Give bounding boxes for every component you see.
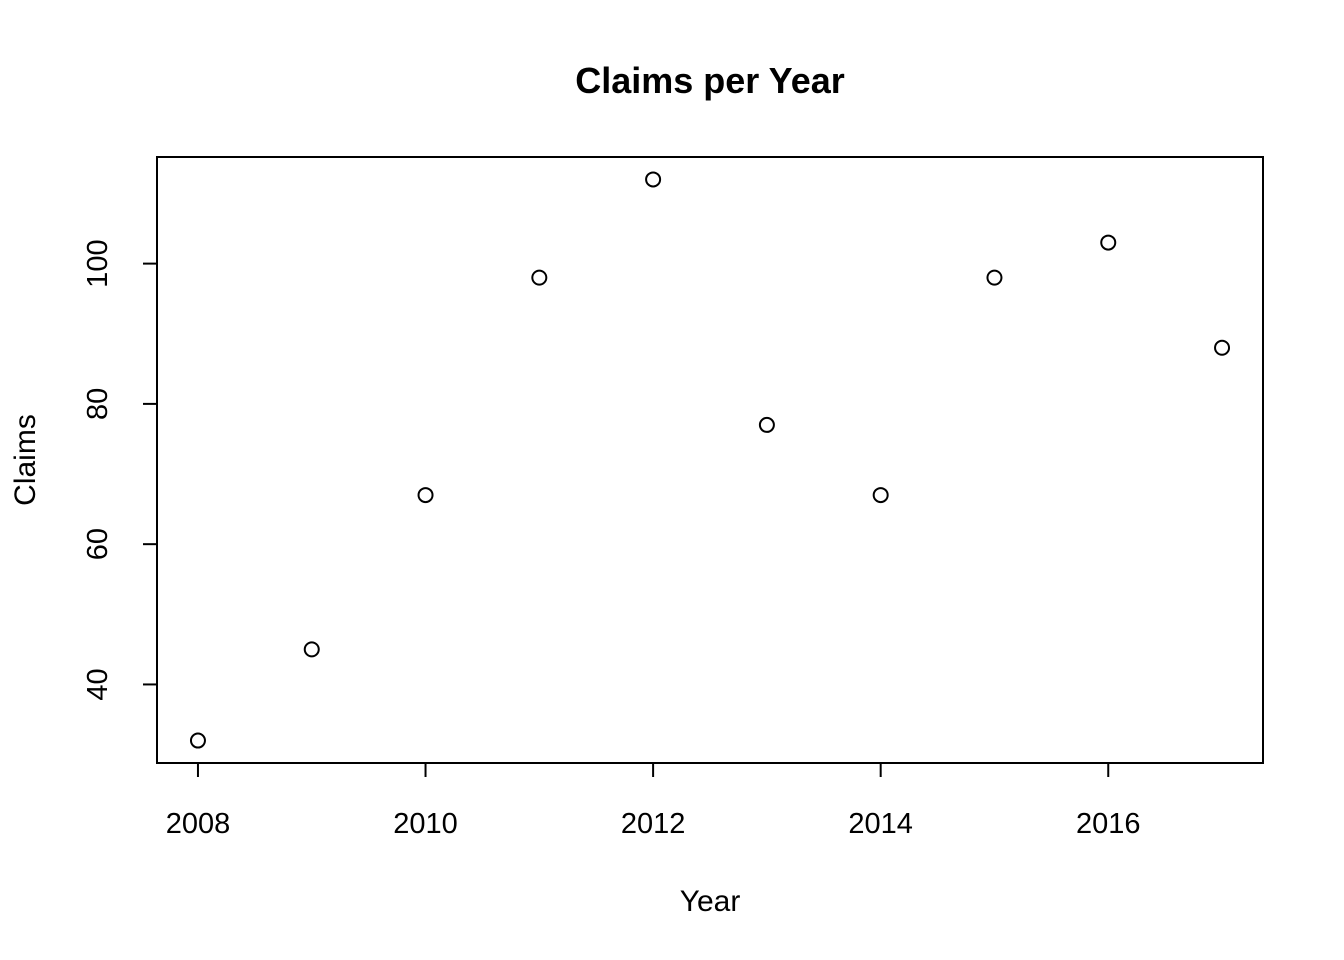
x-tick-label: 2008 <box>166 808 231 840</box>
plot-frame <box>156 156 1264 764</box>
data-point <box>872 487 889 504</box>
data-points <box>189 171 1231 749</box>
y-axis-label: Claims <box>9 414 42 506</box>
y-axis: 40 60 80 100 <box>82 239 158 701</box>
data-point <box>986 269 1003 286</box>
x-tick-label: 2010 <box>393 808 458 840</box>
data-point <box>303 641 320 658</box>
y-tick-label: 80 <box>82 388 114 420</box>
x-axis-label: Year <box>680 885 741 918</box>
data-point <box>531 269 548 286</box>
x-axis: 2008 2010 2012 2014 2016 <box>166 762 1141 840</box>
data-point <box>1214 339 1231 356</box>
y-tick-label: 60 <box>82 528 114 560</box>
data-point <box>1100 234 1117 251</box>
x-tick-label: 2014 <box>848 808 913 840</box>
data-point <box>417 487 434 504</box>
chart-title: Claims per Year <box>575 60 845 101</box>
y-tick-label: 100 <box>82 239 114 287</box>
data-point <box>645 171 662 188</box>
y-tick-label: 40 <box>82 668 114 700</box>
x-tick-label: 2016 <box>1076 808 1141 840</box>
data-point <box>189 732 206 749</box>
x-tick-label: 2012 <box>621 808 686 840</box>
data-point <box>758 416 775 433</box>
